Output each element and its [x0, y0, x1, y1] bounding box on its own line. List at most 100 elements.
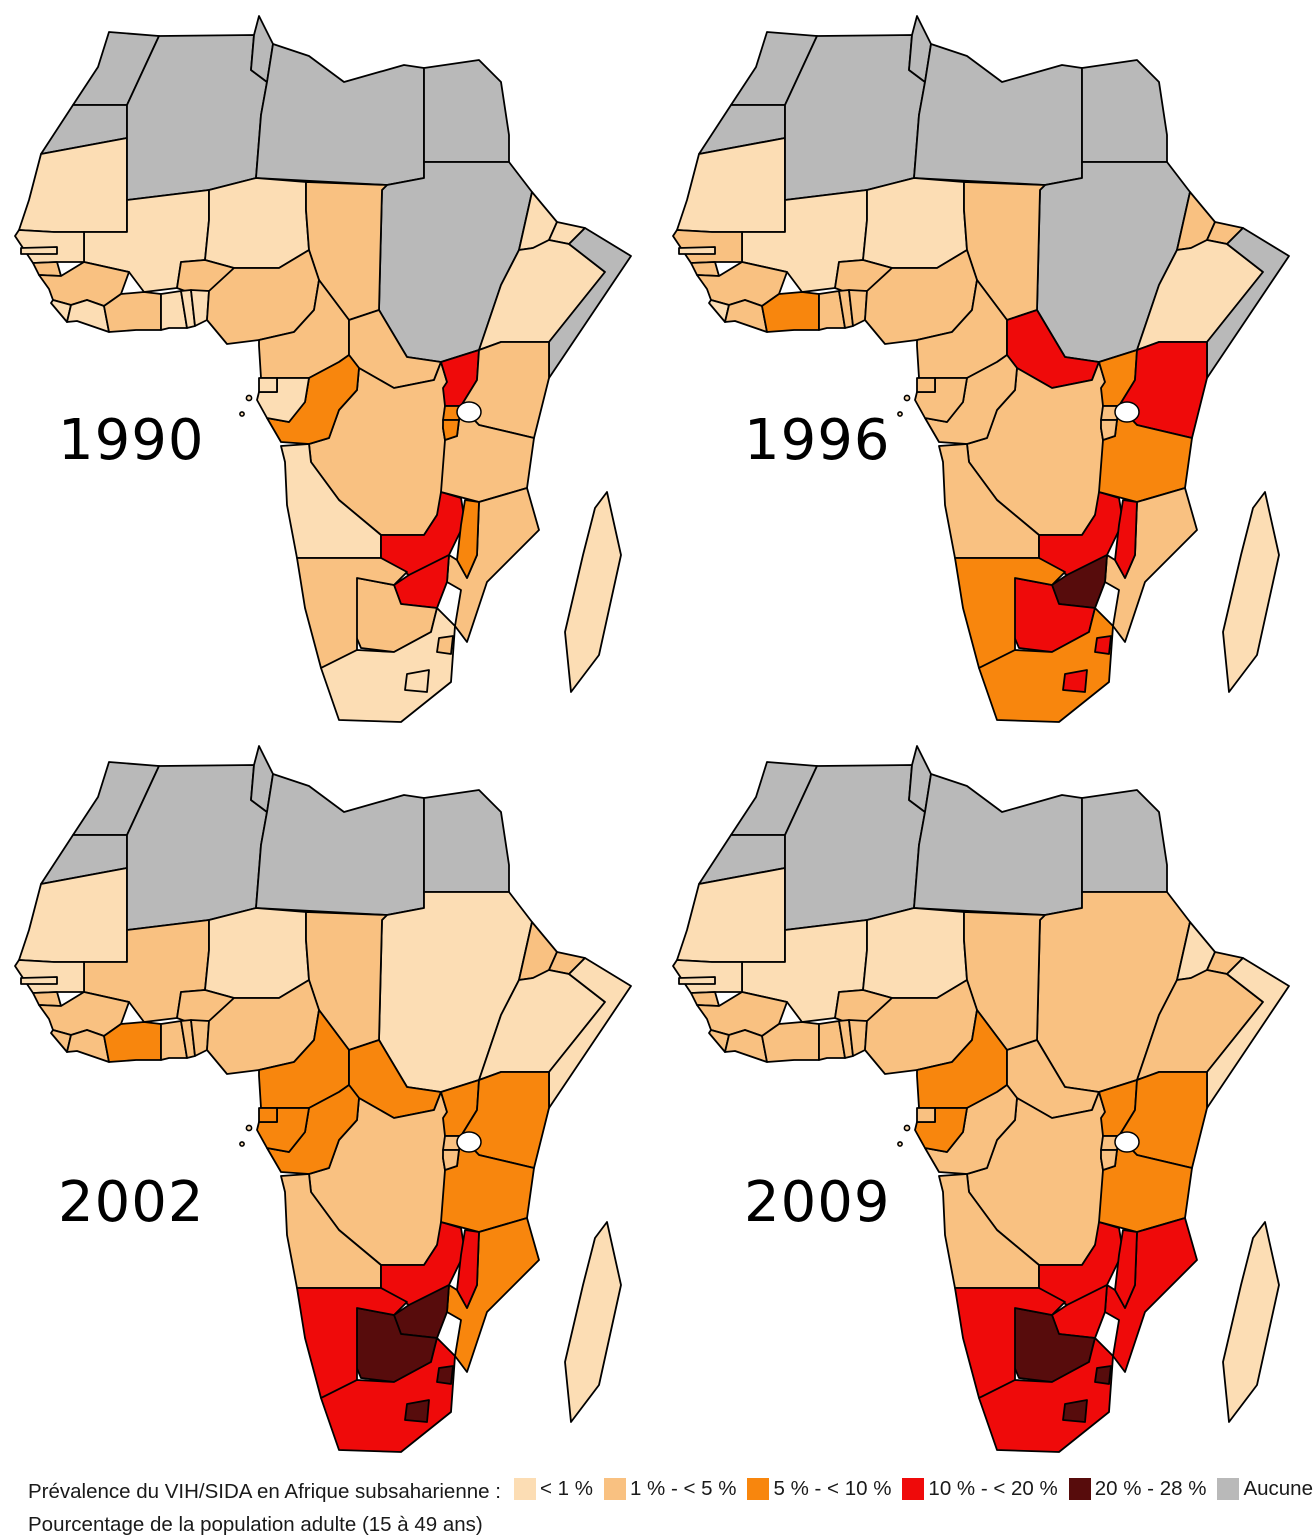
country-lesotho: [404, 669, 430, 693]
country-algerie: [126, 34, 268, 201]
country-malawi: [456, 1229, 480, 1309]
country-afrique-du-sud: [320, 607, 456, 723]
country-guinee-bissau: [32, 991, 62, 1007]
legend-swatch-lt1: [513, 1478, 536, 1500]
country-ghana: [160, 1020, 188, 1061]
legend-swatch-20to28: [1068, 1478, 1091, 1500]
country-guinee-bissau: [32, 261, 62, 277]
country-burundi: [1100, 419, 1118, 441]
country-angola: [938, 443, 1040, 559]
country-ghana: [818, 1020, 846, 1061]
country-liberia: [66, 299, 110, 333]
country-madagascar: [564, 1221, 622, 1423]
africa-map-2009: [658, 740, 1316, 1470]
legend-swatch-nodata: [1217, 1478, 1240, 1500]
legend-item-label: 1 % - < 5 %: [629, 1477, 737, 1500]
country-mauritanie: [676, 137, 786, 233]
country-lesotho: [1062, 669, 1088, 693]
country-gambie: [678, 246, 716, 255]
africa-choropleth-2002: [14, 745, 632, 1453]
country-mauritanie: [676, 867, 786, 963]
country-angola: [938, 1173, 1040, 1289]
lake-victoria: [1114, 401, 1140, 423]
africa-map-1996: [658, 10, 1316, 740]
country-algerie: [126, 764, 268, 931]
legend: Prévalence du VIH/SIDA en Afrique subsah…: [28, 1474, 1316, 1540]
sao-tome-principe-dots: [245, 1124, 253, 1132]
country-liberia: [724, 1029, 768, 1063]
country-benin: [190, 289, 210, 327]
year-label-1996: 1996: [744, 408, 891, 473]
legend-items: < 1 % 1 % - < 5 % 5 % - < 10 % 10 % - < 20 …: [503, 1474, 1316, 1509]
country-benin: [190, 1019, 210, 1057]
legend-item-5to10: 5 % - < 10 %: [747, 1474, 891, 1504]
country-ghana: [818, 290, 846, 331]
country-egypte: [423, 59, 510, 163]
sao-tome-principe-dots: [903, 394, 911, 402]
year-label-2009: 2009: [744, 1170, 891, 1235]
year-label-2002: 2002: [58, 1170, 205, 1235]
sao-tome-principe-dots: [897, 1141, 903, 1147]
country-algerie: [784, 764, 926, 931]
sao-tome-principe-dots: [903, 1124, 911, 1132]
legend-line: Prévalence du VIH/SIDA en Afrique subsah…: [28, 1474, 1316, 1509]
legend-item-1to5: 1 % - < 5 %: [603, 1474, 737, 1504]
country-guinee-equatoriale: [258, 377, 278, 393]
country-swaziland: [1094, 1365, 1112, 1385]
country-malawi: [1114, 499, 1138, 579]
country-namibie: [296, 1287, 408, 1399]
country-guinee-bissau: [690, 261, 720, 277]
country-swaziland: [436, 1365, 454, 1385]
country-algerie: [784, 34, 926, 201]
legend-item-label: 10 % - < 20 %: [928, 1477, 1058, 1500]
country-benin: [848, 1019, 868, 1057]
africa-choropleth-1990: [14, 15, 632, 723]
country-swaziland: [1094, 635, 1112, 655]
country-mauritanie: [18, 867, 128, 963]
lake-victoria: [456, 401, 482, 423]
legend-swatch-10to20: [902, 1478, 925, 1500]
country-egypte: [1081, 59, 1168, 163]
country-gambie: [678, 976, 716, 985]
legend-item-10to20: 10 % - < 20 %: [902, 1474, 1058, 1504]
africa-map-1990: [0, 10, 658, 740]
country-libye: [255, 773, 425, 916]
legend-item-label: 5 % - < 10 %: [773, 1477, 892, 1500]
lake-victoria: [1114, 1131, 1140, 1153]
country-burundi: [1100, 1149, 1118, 1171]
country-angola: [280, 443, 382, 559]
country-angola: [280, 1173, 382, 1289]
country-lesotho: [404, 1399, 430, 1423]
country-ghana: [160, 290, 188, 331]
map-cell-2009: 2009: [658, 740, 1316, 1470]
country-namibie: [954, 1287, 1066, 1399]
country-malawi: [1114, 1229, 1138, 1309]
country-swaziland: [436, 635, 454, 655]
legend-item-nodata: Aucune donnée: [1217, 1474, 1316, 1504]
legend-title: Prévalence du VIH/SIDA en Afrique subsah…: [28, 1479, 501, 1503]
legend-swatch-5to10: [747, 1478, 770, 1500]
country-liberia: [724, 299, 768, 333]
country-madagascar: [564, 491, 622, 693]
africa-choropleth-1996: [672, 15, 1290, 723]
country-liberia: [66, 1029, 110, 1063]
country-malawi: [456, 499, 480, 579]
lake-victoria: [456, 1131, 482, 1153]
sao-tome-principe-dots: [245, 394, 253, 402]
country-egypte: [1081, 789, 1168, 893]
sao-tome-principe-dots: [239, 1141, 245, 1147]
country-guinee-bissau: [690, 991, 720, 1007]
country-libye: [913, 773, 1083, 916]
country-afrique-du-sud: [978, 607, 1114, 723]
country-madagascar: [1222, 491, 1280, 693]
country-mauritanie: [18, 137, 128, 233]
legend-item-lt1: < 1 %: [513, 1474, 593, 1504]
country-niger: [862, 907, 968, 999]
map-cell-1996: 1996: [658, 10, 1316, 740]
sao-tome-principe-dots: [897, 411, 903, 417]
country-egypte: [423, 789, 510, 893]
country-libye: [255, 43, 425, 186]
legend-item-20to28: 20 % - 28 %: [1068, 1474, 1206, 1504]
country-lesotho: [1062, 1399, 1088, 1423]
legend-item-label: Aucune donnée: [1243, 1477, 1316, 1500]
